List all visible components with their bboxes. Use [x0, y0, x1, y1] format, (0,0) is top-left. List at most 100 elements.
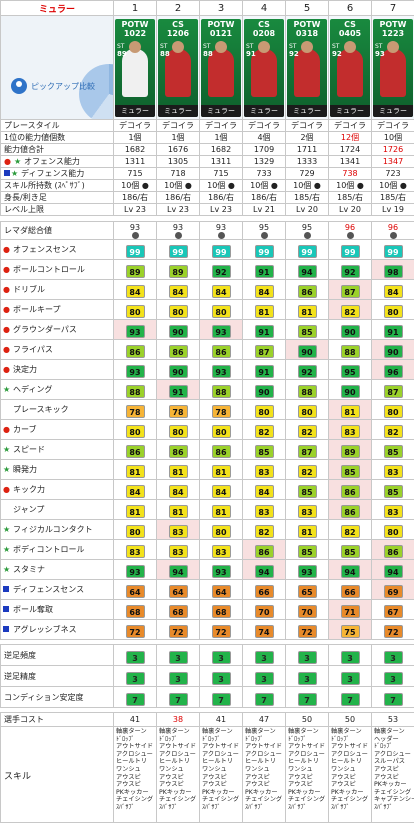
- info-value: 1329: [243, 156, 286, 168]
- stat-cell: 68: [114, 600, 157, 620]
- card-type: POTW: [373, 19, 413, 29]
- condition-value: 3: [341, 651, 360, 664]
- card-overall: 89: [117, 50, 127, 58]
- condition-cell: 3: [329, 645, 372, 666]
- stat-label: ★フィジカルコンタクト: [1, 520, 114, 540]
- stat-value: 69: [384, 585, 403, 598]
- stat-label: ●ボールコントロール: [1, 260, 114, 280]
- stat-cell: 89: [114, 260, 157, 280]
- green-star-icon: ★: [3, 385, 11, 394]
- stat-cell: 86: [286, 280, 329, 300]
- card-date: 0121: [201, 29, 241, 38]
- cost-label: 選手コスト: [1, 713, 114, 727]
- stat-value: 93: [212, 325, 231, 338]
- stat-cell: 80: [114, 420, 157, 440]
- remake-total-cell: 96: [372, 222, 414, 240]
- pickup-compare-label[interactable]: ピックアップ比較: [31, 81, 95, 92]
- stat-value: 81: [255, 305, 274, 318]
- info-value: デコイラ: [329, 120, 372, 132]
- stat-cell: 72: [200, 620, 243, 640]
- info-value: Lv 19: [372, 204, 414, 216]
- stat-value: 80: [298, 405, 317, 418]
- stat-label-text: ボールコントロール: [13, 265, 85, 274]
- stat-cell: 94: [286, 260, 329, 280]
- stat-value: 85: [341, 545, 360, 558]
- pickup-cell[interactable]: ピックアップ比較: [1, 16, 114, 120]
- stat-value: 66: [255, 585, 274, 598]
- player-name: ミュラー: [1, 1, 114, 16]
- stat-cell: 80: [157, 420, 200, 440]
- card-date: 1223: [373, 29, 413, 38]
- stat-cell: 86: [329, 500, 372, 520]
- pickup-compare-panel[interactable]: ピックアップ比較: [1, 16, 113, 119]
- stat-cell: 88: [329, 340, 372, 360]
- condition-cell: 3: [286, 666, 329, 687]
- column-number: 7: [372, 1, 414, 16]
- stat-value: 91: [169, 385, 188, 398]
- info-label-text: 身長/利き足: [4, 193, 47, 202]
- condition-label: 逆足精度: [1, 666, 114, 687]
- stat-value: 94: [298, 265, 317, 278]
- stat-value: 88: [212, 385, 231, 398]
- skills-list: 軸裏ターン ﾄﾞﾛｯﾌﾟ アウトサイド アクロシュー ヒールトリ ワンシュ アウ…: [243, 728, 285, 812]
- stat-value: 92: [212, 265, 231, 278]
- stat-cell: 64: [114, 580, 157, 600]
- stat-cell: 66: [329, 580, 372, 600]
- info-value: デコイラ: [200, 120, 243, 132]
- card-player-name: ミュラー: [244, 105, 284, 117]
- info-value: 185/右: [286, 192, 329, 204]
- condition-cell: 3: [157, 645, 200, 666]
- stat-value: 90: [169, 365, 188, 378]
- stat-label: ●オフェンスセンス: [1, 240, 114, 260]
- stat-value: 99: [341, 245, 360, 258]
- remake-total-value: 93: [173, 223, 183, 232]
- stat-cell: 86: [114, 340, 157, 360]
- stat-cell: 83: [372, 460, 414, 480]
- stat-cell: 83: [243, 460, 286, 480]
- stat-cell: 78: [157, 400, 200, 420]
- stat-value: 98: [384, 265, 403, 278]
- stat-cell: 85: [286, 540, 329, 560]
- stat-value: 99: [212, 245, 231, 258]
- info-value: Lv 23: [200, 204, 243, 216]
- stat-cell: 81: [114, 500, 157, 520]
- stat-cell: 84: [114, 480, 157, 500]
- stat-value: 81: [341, 405, 360, 418]
- stat-cell: 86: [329, 480, 372, 500]
- stat-value: 87: [255, 345, 274, 358]
- stat-cell: 84: [200, 280, 243, 300]
- stat-label-text: ディフェンスセンス: [13, 585, 84, 594]
- info-value: 1709: [243, 144, 286, 156]
- stat-value: 80: [255, 405, 274, 418]
- stat-value: 89: [169, 265, 188, 278]
- stat-cell: 84: [200, 480, 243, 500]
- stat-cell: 70: [243, 600, 286, 620]
- remake-total-value: 96: [345, 223, 355, 232]
- stat-value: 99: [298, 245, 317, 258]
- stat-value: 80: [384, 525, 403, 538]
- info-value: 1305: [157, 156, 200, 168]
- condition-value: 3: [212, 672, 231, 685]
- stat-value: 81: [212, 465, 231, 478]
- column-number: 3: [200, 1, 243, 16]
- cost-value: 38: [157, 713, 200, 727]
- stat-value: 90: [169, 325, 188, 338]
